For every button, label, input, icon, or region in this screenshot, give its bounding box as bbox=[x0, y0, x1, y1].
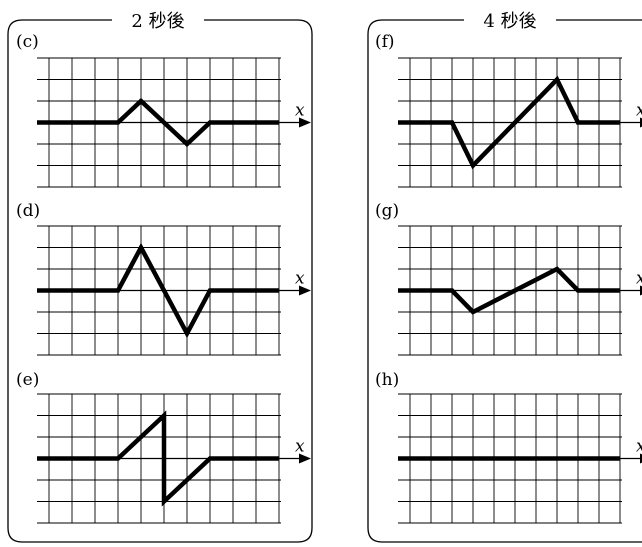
panel-label: (g) bbox=[375, 201, 399, 221]
group-title: 4 秒後 bbox=[483, 11, 536, 32]
panel-g: (g) x bbox=[375, 201, 642, 356]
panel-f: (f) x bbox=[375, 32, 642, 188]
panel-e: (e) x bbox=[16, 370, 311, 524]
panel-label: (h) bbox=[375, 370, 399, 390]
panel-label: (e) bbox=[16, 370, 39, 390]
group-title: 2 秒後 bbox=[131, 11, 184, 32]
x-axis-label: x bbox=[295, 101, 305, 121]
group-1: 4 秒後 bbox=[367, 11, 642, 543]
x-axis-label: x bbox=[295, 437, 305, 457]
wave-line bbox=[37, 410, 279, 507]
panel-d: (d) x bbox=[16, 201, 311, 356]
panel-h: (h) x bbox=[375, 370, 642, 524]
panel-c: (c) x bbox=[16, 32, 311, 188]
wave-line bbox=[37, 242, 279, 339]
wave-line bbox=[37, 97, 279, 148]
group-frame bbox=[7, 19, 313, 543]
panel-label: (d) bbox=[16, 201, 40, 221]
panel-label: (f) bbox=[375, 32, 395, 52]
panel-grid bbox=[37, 57, 281, 188]
group-frame bbox=[367, 19, 642, 543]
x-axis-arrow bbox=[299, 285, 311, 296]
x-axis-arrow bbox=[299, 117, 311, 128]
x-axis-arrow bbox=[299, 453, 311, 464]
wave-line bbox=[398, 266, 620, 315]
x-axis-label: x bbox=[636, 101, 642, 121]
wave-line bbox=[398, 75, 620, 170]
x-axis-label: x bbox=[636, 269, 642, 289]
x-axis-label: x bbox=[295, 269, 305, 289]
group-0: 2 秒後 bbox=[7, 11, 313, 543]
panel-label: (c) bbox=[16, 32, 39, 52]
x-axis-label: x bbox=[636, 437, 642, 457]
